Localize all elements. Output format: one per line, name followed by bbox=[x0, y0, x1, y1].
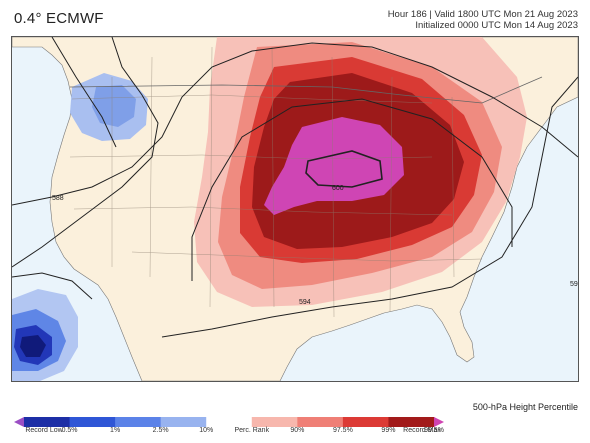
colorbar-tick-label: 1% bbox=[110, 427, 121, 434]
contour-label: 594 bbox=[570, 281, 578, 288]
height-contours bbox=[12, 37, 578, 338]
forecast-map[interactable]: 588 594 594 600 bbox=[11, 36, 579, 382]
colorbar-segment bbox=[342, 417, 389, 427]
colorbar-tick-label: 0.5% bbox=[61, 427, 78, 434]
model-title: 0.4° ECMWF bbox=[14, 10, 104, 27]
colorbar-tick-label: Record Low bbox=[25, 427, 63, 434]
legend-title: 500-hPa Height Percentile bbox=[472, 402, 578, 412]
colorbar-segment bbox=[297, 417, 344, 427]
colorbar-tick-label: Record Max bbox=[403, 427, 441, 434]
contour-label: 588 bbox=[52, 195, 64, 202]
colorbar-segment bbox=[388, 417, 435, 427]
contour-label: 600 bbox=[332, 185, 344, 192]
colorbar-segment bbox=[160, 417, 207, 427]
colorbar-tick-label: 90% bbox=[290, 427, 305, 434]
forecast-meta: Hour 186 | Valid 1800 UTC Mon 21 Aug 202… bbox=[388, 9, 578, 31]
colorbar-arrow-high bbox=[434, 417, 444, 427]
colorbar-tick-label: 2.5% bbox=[152, 427, 169, 434]
valid-time: Hour 186 | Valid 1800 UTC Mon 21 Aug 202… bbox=[387, 9, 578, 20]
cold-anomaly-nw-inner bbox=[92, 85, 136, 127]
colorbar-segment bbox=[251, 417, 298, 427]
colorbar-tick-label: 97.5% bbox=[332, 427, 353, 434]
cold-anomaly-sw-record bbox=[20, 335, 46, 357]
colorbar-tick-label: 99.5% bbox=[424, 427, 444, 434]
colorbar-arrow-low bbox=[14, 417, 24, 427]
contour-label: 594 bbox=[299, 299, 311, 306]
colorbar-segment bbox=[115, 417, 162, 427]
init-time: Initialized 0000 UTC Mon 14 Aug 2023 bbox=[415, 20, 578, 31]
colorbar-tick-label: 99% bbox=[381, 427, 396, 434]
colorbar-segment bbox=[69, 417, 116, 427]
colorbar-tick-label: Perc. Rank bbox=[234, 427, 270, 434]
colorbar bbox=[14, 414, 444, 427]
canada-border bbox=[69, 76, 543, 104]
colorbar-segment bbox=[206, 417, 253, 427]
state-boundaries bbox=[69, 46, 483, 318]
colorbar-tick-label: 10% bbox=[199, 427, 214, 434]
anomaly-record-max bbox=[264, 117, 404, 215]
colorbar-segment bbox=[24, 417, 71, 427]
map-canvas: 588 594 594 600 bbox=[12, 37, 578, 381]
colorbar-svg bbox=[14, 417, 444, 427]
